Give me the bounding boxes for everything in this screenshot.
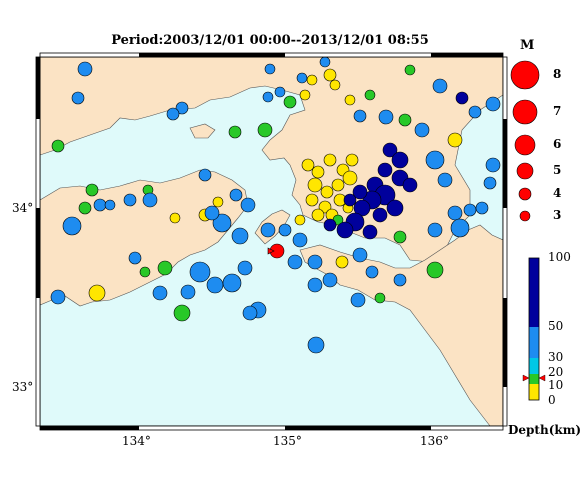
- magnitude-label-6: 6: [553, 137, 562, 151]
- depth-label-30: 30: [548, 350, 564, 364]
- magnitude-label-8: 8: [553, 67, 562, 81]
- magnitude-legend-title: M: [520, 38, 535, 53]
- y-tick-34: 34°: [12, 201, 34, 215]
- y-tick-33: 33°: [12, 380, 34, 394]
- focal-mechanisms: [50, 56, 501, 354]
- depth-label-100: 100: [548, 250, 571, 264]
- magnitude-legend-balls: [510, 60, 540, 222]
- magnitude-label-3: 3: [553, 208, 562, 222]
- depth-colorbar: [522, 257, 546, 401]
- depth-label-10: 10: [548, 378, 564, 392]
- depth-label-20: 20: [548, 365, 564, 379]
- map-frame: [35, 52, 508, 431]
- magnitude-label-7: 7: [553, 104, 562, 118]
- x-tick-134: 134°: [122, 434, 151, 448]
- period-title: Period:2003/12/01 00:00--2013/12/01 08:5…: [111, 33, 429, 48]
- x-tick-136: 136°: [420, 434, 449, 448]
- depth-label-0: 0: [548, 393, 556, 407]
- magnitude-label-5: 5: [553, 163, 562, 177]
- depth-unit-label: Depth(km): [508, 423, 580, 437]
- magnitude-label-4: 4: [553, 186, 562, 200]
- x-tick-135: 135°: [273, 434, 302, 448]
- depth-label-50: 50: [548, 319, 564, 333]
